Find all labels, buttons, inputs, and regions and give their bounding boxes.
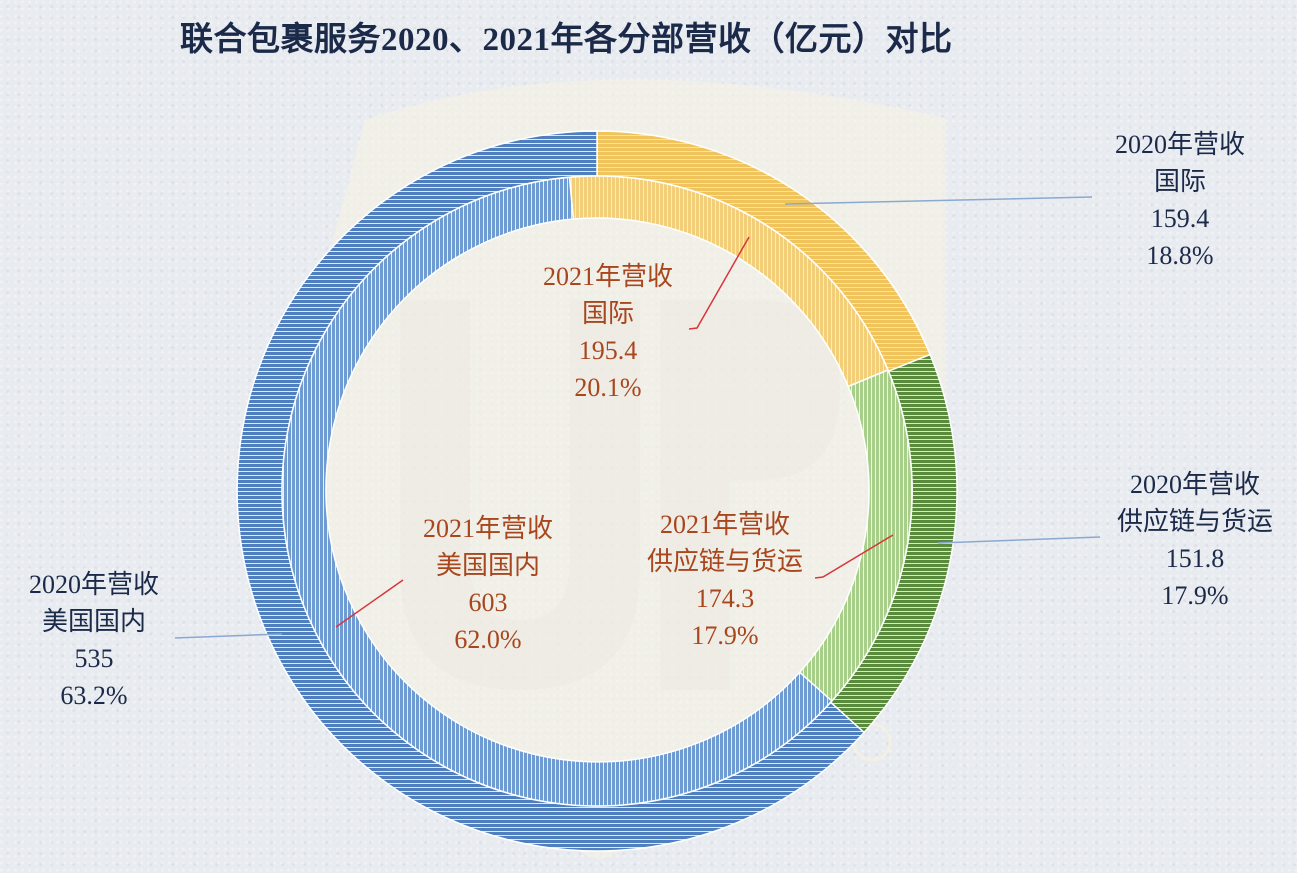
leader-lines: [174, 196, 1101, 639]
chart-title: 联合包裹服务2020、2021年各分部营收（亿元）对比: [180, 22, 953, 58]
leader-2020-international: [784, 196, 1093, 205]
label-2021-international: 2021年营收 国际 195.4 20.1%: [528, 258, 688, 406]
label-percent: 62.0%: [454, 625, 522, 654]
label-percent: 18.8%: [1146, 241, 1214, 270]
label-year: 2020年营收: [1114, 130, 1245, 159]
label-category: 国际: [1153, 167, 1206, 196]
label-year: 2021年营收: [659, 510, 790, 539]
label-category: 国际: [581, 299, 634, 328]
label-percent: 63.2%: [60, 681, 128, 710]
label-category: 供应链与货运: [646, 547, 803, 576]
label-percent: 17.9%: [691, 621, 759, 650]
label-2021-supply-chain: 2021年营收 供应链与货运 174.3 17.9%: [630, 506, 820, 654]
ring-2021-inner: [281, 175, 913, 807]
label-value: 174.3: [695, 584, 755, 613]
label-value: 159.4: [1150, 204, 1210, 233]
leader-2021-us-domestic: [335, 579, 404, 628]
label-category: 美国国内: [435, 551, 540, 580]
label-2021-us-domestic: 2021年营收 美国国内 603 62.0%: [408, 510, 568, 658]
label-2020-supply-chain: 2020年营收 供应链与货运 151.8 17.9%: [1100, 466, 1290, 614]
leader-2020-us-domestic: [174, 633, 283, 639]
label-year: 2021年营收: [422, 514, 553, 543]
leader-2021-international: [688, 236, 750, 330]
slice-2021-us-domestic[interactable]: [281, 176, 833, 807]
label-percent: 17.9%: [1161, 581, 1229, 610]
label-2020-international: 2020年营收 国际 159.4 18.8%: [1100, 126, 1260, 274]
label-value: 195.4: [578, 336, 638, 365]
label-2020-us-domestic: 2020年营收 美国国内 535 63.2%: [14, 566, 174, 714]
label-percent: 20.1%: [574, 373, 642, 402]
label-value: 535: [74, 644, 114, 673]
label-category: 美国国内: [41, 607, 146, 636]
leader-2020-supply-chain: [937, 536, 1101, 544]
label-category: 供应链与货运: [1116, 507, 1273, 536]
label-year: 2020年营收: [1129, 470, 1260, 499]
label-year: 2020年营收: [28, 570, 159, 599]
label-value: 603: [468, 588, 508, 617]
leader-2021-supply-chain: [814, 534, 894, 579]
label-year: 2021年营收: [542, 262, 673, 291]
label-value: 151.8: [1165, 544, 1225, 573]
